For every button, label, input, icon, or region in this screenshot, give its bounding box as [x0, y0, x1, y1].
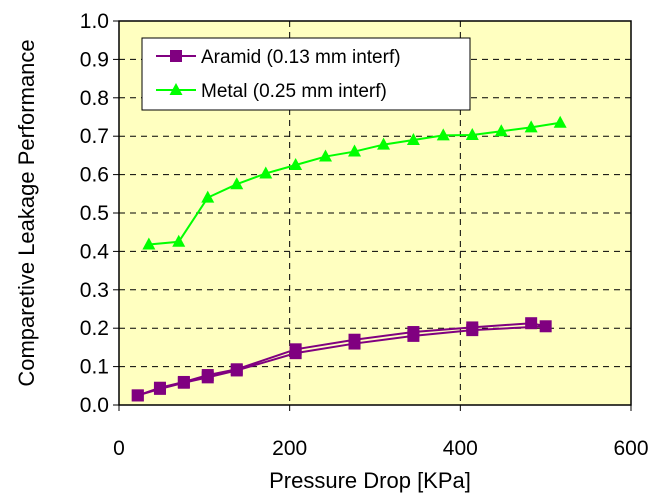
- data-point: [201, 190, 215, 203]
- y-tick-label: 0.3: [80, 279, 109, 302]
- y-tick-label: 0.0: [80, 394, 109, 417]
- data-point: [406, 133, 420, 146]
- data-point: [436, 128, 450, 141]
- axes: 0.0 0.1 0.2 0.3 0.4 0.5 0.6 0.7 0.8 0.9 1.0 0 200 400…: [80, 10, 649, 460]
- data-point: [525, 317, 538, 330]
- data-point: [131, 389, 144, 402]
- data-point: [539, 320, 552, 333]
- data-point: [201, 371, 214, 384]
- data-point: [466, 324, 479, 337]
- data-point: [465, 128, 479, 141]
- series-1: [142, 115, 567, 250]
- data-point: [259, 166, 273, 179]
- y-tick-label: 0.8: [80, 87, 109, 110]
- y-tick-label: 0.7: [80, 125, 109, 148]
- data-point: [230, 177, 244, 190]
- plot-border: [118, 20, 632, 406]
- y-tick-label: 0.5: [80, 202, 109, 225]
- data-point: [494, 124, 508, 137]
- legend-label: Metal (0.25 mm interf): [201, 81, 387, 102]
- y-tick-label: 0.9: [80, 48, 109, 71]
- x-tick-label: 200: [272, 437, 307, 460]
- y-tick-label: 0.1: [80, 356, 109, 379]
- x-tick-label: 600: [613, 437, 648, 460]
- legend-label: Aramid (0.13 mm interf): [201, 47, 401, 68]
- x-axis-label: Pressure Drop [KPa]: [269, 468, 471, 493]
- data-point: [177, 376, 190, 389]
- y-tick-label: 0.4: [80, 240, 110, 263]
- data-point: [319, 149, 333, 162]
- data-point: [153, 382, 166, 395]
- y-tick-label: 0.6: [80, 164, 109, 187]
- x-tick-label: 0: [113, 437, 125, 460]
- series-0: [131, 317, 552, 402]
- data-point: [348, 144, 362, 157]
- data-point: [142, 237, 156, 250]
- y-axis-label: Comparetive Leakage Performance: [14, 39, 39, 386]
- legend-marker: [169, 83, 183, 95]
- data-point: [289, 158, 303, 170]
- legend: Aramid (0.13 mm interf) Metal (0.25 mm in…: [141, 37, 471, 111]
- data-point: [230, 364, 243, 377]
- series-group: [131, 115, 567, 402]
- data-point: [377, 137, 391, 150]
- data-point: [289, 347, 302, 360]
- data-point: [524, 120, 538, 133]
- data-point: [407, 329, 420, 342]
- legend-box: [141, 37, 471, 111]
- data-point: [553, 115, 567, 128]
- y-tick-label: 0.2: [80, 317, 109, 340]
- legend-marker: [170, 50, 182, 62]
- y-tick-label: 1.0: [80, 10, 109, 33]
- x-tick-label: 400: [443, 437, 478, 460]
- data-point: [172, 234, 186, 247]
- data-point: [348, 337, 361, 350]
